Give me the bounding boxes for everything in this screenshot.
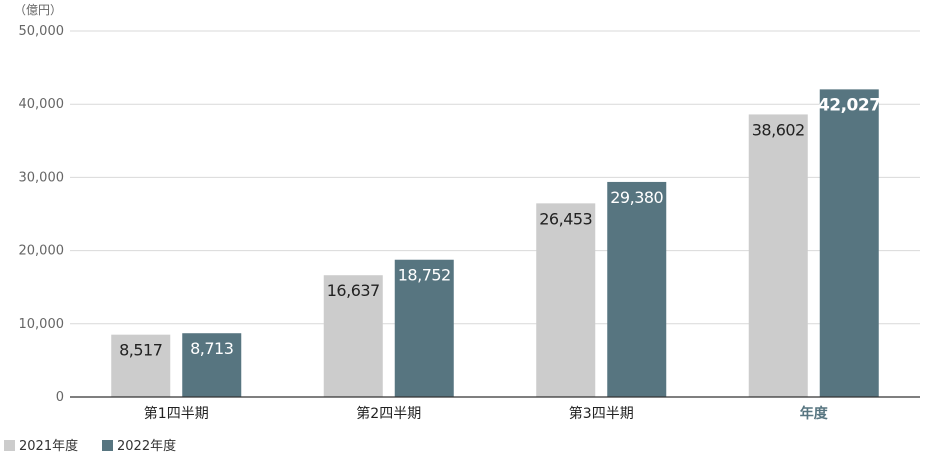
y-tick-label: 50,000 bbox=[19, 24, 65, 39]
legend-label: 2021年度 bbox=[19, 438, 78, 454]
x-tick-label: 年度 bbox=[800, 405, 829, 422]
x-tick-label: 第2四半期 bbox=[356, 405, 421, 422]
x-tick-label: 第3四半期 bbox=[569, 405, 634, 422]
data-label: 26,453 bbox=[539, 209, 592, 228]
y-tick-label: 30,000 bbox=[19, 170, 65, 185]
data-label: 29,380 bbox=[610, 188, 663, 207]
y-tick-label: 10,000 bbox=[19, 317, 65, 332]
y-tick-label: 40,000 bbox=[19, 97, 65, 112]
y-axis-unit-label: （億円） bbox=[14, 3, 62, 17]
bar bbox=[607, 181, 667, 397]
bar bbox=[323, 275, 383, 397]
legend: 2021年度 2022年度 bbox=[4, 438, 176, 454]
x-tick-label: 第1四半期 bbox=[144, 405, 209, 422]
bars: 8,517 8,713 16,637 18,752 26,453 29,380 38,602… bbox=[111, 89, 881, 398]
bar bbox=[819, 89, 879, 397]
bar bbox=[111, 334, 171, 397]
bar bbox=[182, 333, 242, 397]
y-tick-label: 20,000 bbox=[19, 244, 65, 259]
bar bbox=[748, 114, 808, 398]
data-label: 8,517 bbox=[119, 341, 162, 360]
data-label: 38,602 bbox=[752, 120, 805, 139]
bar bbox=[394, 259, 454, 397]
data-label: 16,637 bbox=[327, 281, 380, 300]
y-tick-label: 0 bbox=[56, 390, 64, 405]
legend-label: 2022年度 bbox=[117, 438, 176, 454]
data-label: 42,027 bbox=[818, 95, 881, 115]
data-label: 8,713 bbox=[190, 339, 233, 358]
data-label: 18,752 bbox=[398, 266, 451, 285]
y-axis-ticks: 0 10,000 20,000 30,000 40,000 50,000 bbox=[19, 24, 65, 405]
x-axis-ticks: 第1四半期 第2四半期 第3四半期 年度 bbox=[144, 405, 829, 422]
legend-swatch bbox=[4, 440, 15, 451]
legend-swatch bbox=[102, 440, 113, 451]
bar bbox=[536, 203, 596, 397]
